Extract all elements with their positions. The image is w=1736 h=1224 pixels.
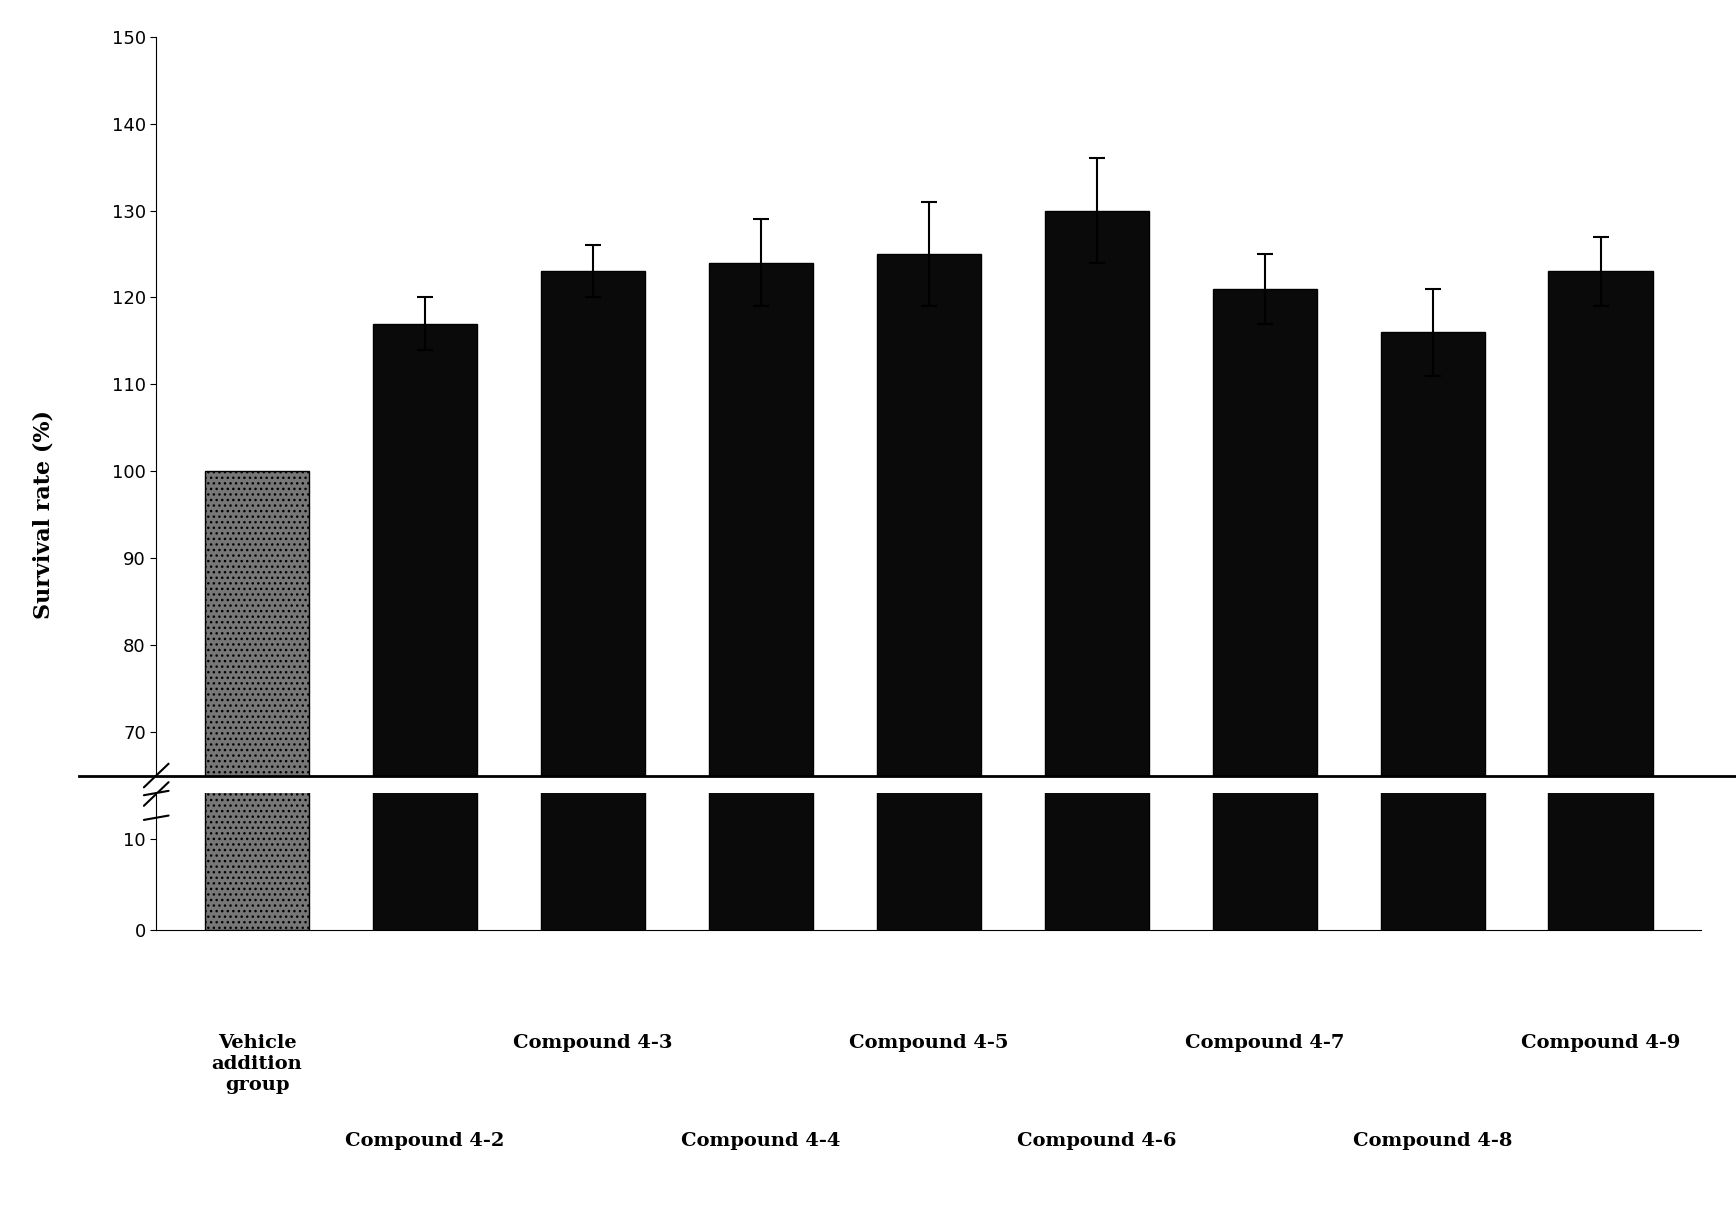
Bar (1045, 0, 1149, 930)
Text: Compound 4-8: Compound 4-8 (1352, 1132, 1512, 1151)
Bar (542, 272, 646, 1224)
Bar (1549, 0, 1653, 930)
Text: Compound 4-5: Compound 4-5 (849, 1034, 1009, 1053)
Text: Survival rate (%): Survival rate (%) (33, 410, 54, 618)
Text: Compound 4-3: Compound 4-3 (514, 1034, 672, 1053)
Bar (708, 0, 812, 930)
Bar (205, 471, 309, 1224)
Bar (373, 0, 477, 930)
Bar (373, 323, 477, 1224)
Text: Compound 4-9: Compound 4-9 (1521, 1034, 1680, 1053)
Bar (1045, 211, 1149, 1224)
Bar (1212, 289, 1316, 1224)
Bar (1549, 272, 1653, 1224)
Bar (1380, 332, 1484, 1224)
Bar (1380, 0, 1484, 930)
Bar (877, 0, 981, 930)
Bar (542, 0, 646, 930)
Text: Vehicle
addition
group: Vehicle addition group (212, 1034, 302, 1094)
Text: Compound 4-2: Compound 4-2 (345, 1132, 505, 1151)
Bar (1212, 0, 1316, 930)
Bar (708, 263, 812, 1224)
Text: Compound 4-4: Compound 4-4 (681, 1132, 840, 1151)
Text: Compound 4-6: Compound 4-6 (1017, 1132, 1177, 1151)
Bar (877, 255, 981, 1224)
Text: Compound 4-7: Compound 4-7 (1186, 1034, 1344, 1053)
Bar (205, 16, 309, 930)
